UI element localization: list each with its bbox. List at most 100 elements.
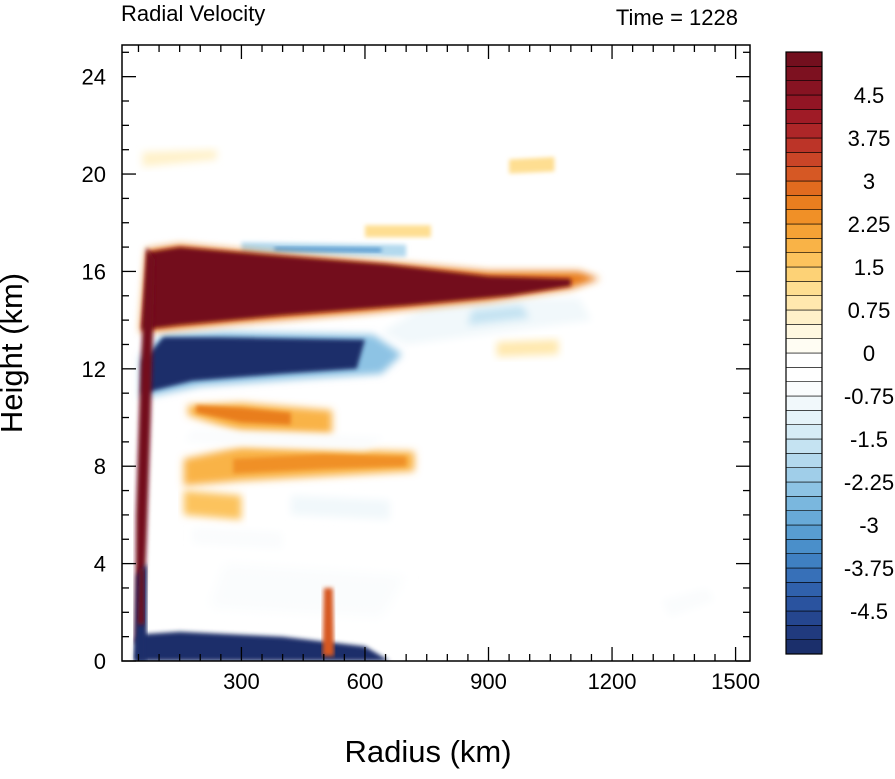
colorbar-label: 4.5 [854, 83, 885, 108]
heatmap-field [134, 149, 736, 661]
colorbar-swatch [785, 481, 823, 497]
colorbar-swatch [785, 180, 823, 196]
colorbar-swatch [785, 510, 823, 526]
outflow-band-low [233, 454, 407, 474]
low-eyewall-outflow [137, 568, 145, 625]
colorbar-swatch [785, 395, 823, 411]
chart-title: Radial Velocity [121, 1, 265, 26]
x-tick-label: 1200 [588, 669, 637, 694]
colorbar-swatch [785, 209, 823, 225]
colorbar-label: -2.25 [844, 470, 894, 495]
plot-frame [121, 44, 751, 662]
faint-band [496, 339, 559, 357]
faint-band [142, 149, 217, 167]
colorbar-swatch [785, 596, 823, 612]
colorbar-swatch [785, 152, 823, 167]
colorbar-swatch [785, 639, 823, 655]
y-tick-label: 0 [94, 649, 106, 674]
colorbar-swatch [785, 223, 823, 239]
colorbar-swatch [785, 252, 823, 268]
mid-negative [183, 429, 386, 450]
colorbar-swatch [785, 496, 823, 511]
faint-band [183, 490, 242, 520]
y-tick-label: 4 [94, 552, 106, 577]
colorbar-frame [785, 51, 823, 655]
colorbar-swatch [785, 295, 823, 311]
colorbar-swatch [785, 438, 823, 454]
colorbar-swatch [785, 238, 823, 253]
outflow-jet [141, 247, 571, 330]
eyewall-column [135, 247, 155, 644]
colorbar-swatch [785, 553, 823, 569]
y-axis-ticks: 0 4 8 12 16 20 24 [82, 51, 750, 674]
x-tick-label: 1500 [711, 669, 760, 694]
colorbar-label: 3 [863, 169, 875, 194]
colorbar-label: 2.25 [848, 212, 891, 237]
faint-band [509, 157, 555, 174]
colorbar-label: 0 [863, 341, 875, 366]
colorbar-label: -4.5 [850, 599, 888, 624]
faint-band [290, 495, 390, 520]
upper-negative-core [274, 247, 382, 252]
colorbar-label: -1.5 [850, 427, 888, 452]
y-tick-label: 12 [82, 357, 106, 382]
y-axis-label: Height (km) [0, 273, 29, 433]
colorbar-swatch [785, 610, 823, 626]
colorbar-swatch [785, 195, 823, 210]
faint-band [661, 588, 715, 618]
colorbar-swatch [785, 338, 823, 354]
colorbar-swatch [785, 567, 823, 583]
y-tick-label: 16 [82, 259, 106, 284]
colorbar-swatch [785, 309, 823, 325]
colorbar-swatch [785, 109, 823, 124]
colorbar: 4.5 3.75 3 2.25 1.5 0.75 0 -0.75 -1.5 -2.25 -3 -3.7… [785, 51, 894, 655]
colorbar-swatch [785, 352, 823, 368]
x-tick-label: 300 [223, 669, 260, 694]
colorbar-swatch [785, 467, 823, 483]
colorbar-swatch [785, 625, 823, 640]
y-tick-label: 24 [82, 65, 106, 90]
time-label: Time = 1228 [616, 5, 738, 30]
under-jet-core [467, 305, 530, 325]
colorbar-label: -3 [859, 513, 879, 538]
colorbar-swatch [785, 281, 823, 296]
faint-band [192, 527, 283, 549]
y-tick-label: 20 [82, 162, 106, 187]
colorbar-label: 3.75 [848, 126, 891, 151]
x-axis-label: Radius (km) [344, 734, 511, 769]
colorbar-swatch [785, 410, 823, 425]
x-tick-label: 900 [470, 669, 507, 694]
colorbar-swatch [785, 94, 823, 110]
surface-outflow-spike [322, 588, 335, 657]
colorbar-swatch [785, 524, 823, 540]
faint-band [179, 174, 349, 211]
colorbar-swatch [785, 539, 823, 554]
colorbar-swatch [785, 166, 823, 182]
colorbar-swatch [785, 381, 823, 397]
faint-band [439, 178, 736, 223]
colorbar-swatch [785, 582, 823, 597]
colorbar-swatch [785, 51, 823, 67]
colorbar-swatch [785, 453, 823, 468]
faint-band [406, 592, 612, 637]
colorbar-label: 0.75 [848, 298, 891, 323]
outflow-band-mid [196, 405, 291, 425]
colorbar-swatch [785, 137, 823, 153]
colorbar-swatch [785, 80, 823, 96]
faint-band [365, 225, 431, 238]
x-tick-label: 600 [347, 669, 384, 694]
colorbar-swatch [785, 123, 823, 139]
colorbar-label: -3.75 [844, 556, 894, 581]
y-tick-label: 8 [94, 454, 106, 479]
colorbar-label: 1.5 [854, 255, 885, 280]
colorbar-swatch [785, 324, 823, 339]
colorbar-swatch [785, 266, 823, 282]
colorbar-swatch [785, 66, 823, 81]
x-axis-ticks: 300 600 900 1200 1500 [137, 45, 760, 694]
return-flow [142, 337, 365, 394]
faint-band [208, 563, 407, 618]
colorbar-label: -0.75 [844, 384, 894, 409]
colorbar-swatch [785, 367, 823, 382]
colorbar-swatch [785, 424, 823, 440]
